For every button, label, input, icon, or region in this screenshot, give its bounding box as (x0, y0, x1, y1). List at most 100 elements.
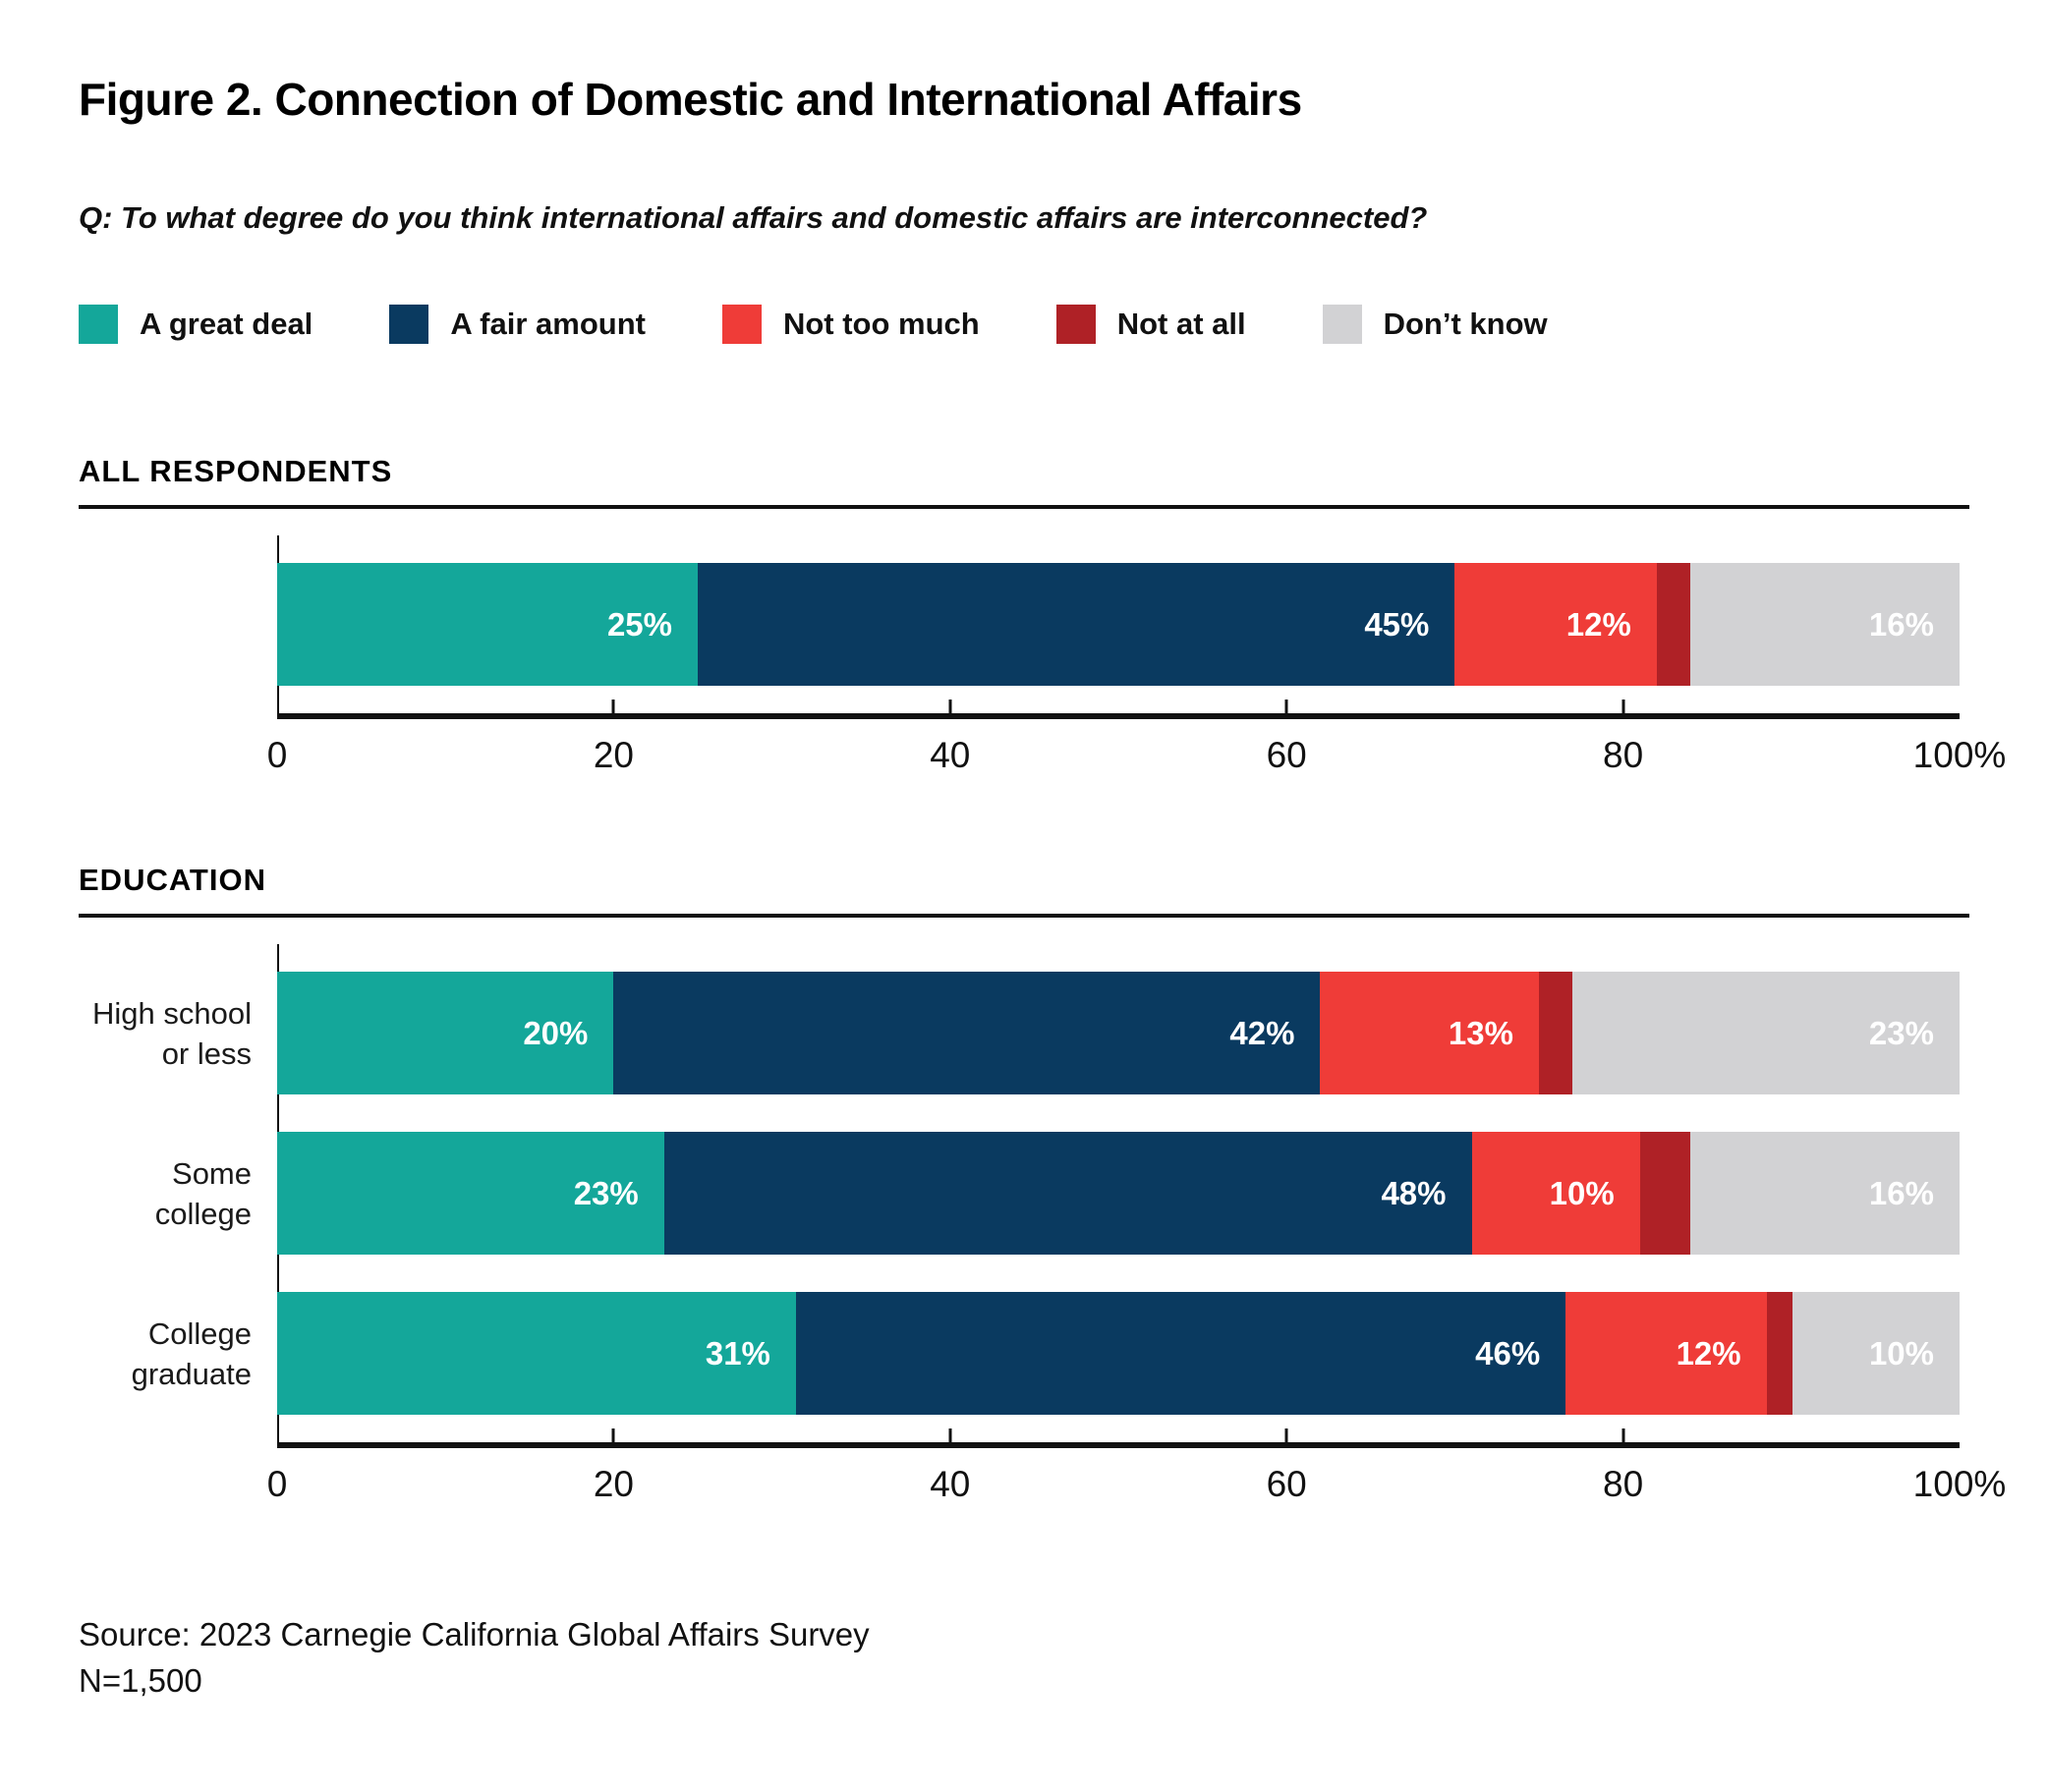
bar-segment: 20% (277, 972, 614, 1094)
sample-size-note: N=1,500 (79, 1662, 202, 1699)
x-axis-tick (948, 700, 952, 719)
bar-segment (1639, 1132, 1691, 1255)
bars-column: 25% 45% 12% 16% 0 20 40 60 80 100% (267, 535, 2006, 776)
x-axis-tick-label: 20 (593, 1464, 634, 1504)
x-axis-tick (611, 700, 615, 719)
x-axis-tick (1284, 1428, 1288, 1448)
x-axis-line (277, 1428, 1960, 1448)
charts-container: ALL RESPONDENTS 25% 45% 12% 16% 0 20 40 60 80 100%… (79, 454, 2007, 1505)
legend-swatch (721, 305, 762, 344)
legend-label: Not at all (1116, 307, 1246, 341)
legend-label: A fair amount (450, 307, 646, 341)
x-axis-tick (611, 1428, 615, 1448)
bar-value-label: 12% (1565, 605, 1631, 643)
legend-item: Not at all (1055, 305, 1246, 344)
bar-segment: 13% (1320, 972, 1539, 1094)
bar-segment (1766, 1292, 1792, 1415)
x-axis-tick-label: 100% (1912, 1464, 2007, 1504)
x-axis-tick-label: 0 (266, 735, 288, 775)
bar-row: 25% 45% 12% 16% (277, 563, 1960, 686)
category-label-line: graduate (131, 1356, 252, 1391)
chart-legend: A great deal A fair amount Not too much Not… (79, 305, 1969, 344)
source-note: Source: 2023 Carnegie California Global … (79, 1616, 870, 1652)
x-axis-tick (1621, 700, 1625, 719)
bar-value-label: 31% (705, 1334, 770, 1372)
bar-segment: 42% (613, 972, 1321, 1094)
bar-value-label: 48% (1381, 1174, 1447, 1211)
legend-swatch (1322, 305, 1362, 344)
bar-segment: 31% (277, 1292, 796, 1415)
bar-value-label: 42% (1229, 1014, 1295, 1051)
figure-title: Figure 2. Connection of Domestic and Int… (79, 74, 1302, 125)
category-label: College graduate (79, 1292, 277, 1415)
bar-segment (1656, 563, 1691, 686)
legend-item: Not too much (721, 305, 980, 344)
bar-segment: 10% (1471, 1132, 1640, 1255)
legend-label: Don’t know (1383, 307, 1548, 341)
category-label-line: High school (92, 995, 252, 1031)
bar-value-label: 16% (1868, 605, 1934, 643)
bar-segment: 23% (277, 1132, 664, 1255)
chart-section: ALL RESPONDENTS 25% 45% 12% 16% 0 20 40 60 80 100% (79, 454, 2006, 776)
x-axis-tick-label: 40 (930, 1464, 971, 1504)
bar-value-label: 25% (606, 605, 672, 643)
legend-label: A great deal (140, 307, 313, 341)
category-label: High school or less (79, 972, 277, 1094)
x-axis-tick (1284, 700, 1288, 719)
chart-section: EDUCATION High school or less Some college C… (79, 863, 2007, 1505)
x-axis-tick-label: 0 (266, 1464, 288, 1504)
category-label: Some college (79, 1132, 277, 1255)
x-axis-tick-label: 60 (1266, 1464, 1307, 1504)
bar-value-label: 13% (1448, 1014, 1513, 1051)
legend-swatch (79, 305, 118, 344)
bar-row: 23% 48% 10% 16% (277, 1132, 1960, 1255)
x-axis-tick-label: 60 (1266, 735, 1307, 775)
bar-value-label: 12% (1676, 1334, 1741, 1372)
bar-value-label: 45% (1364, 605, 1430, 643)
bar-value-label: 20% (523, 1014, 589, 1051)
legend-swatch (1055, 305, 1096, 344)
x-axis-labels: 0 20 40 60 80 100% (267, 1448, 2007, 1505)
chart-section-title: ALL RESPONDENTS (79, 454, 1969, 509)
bar-segment: 12% (1565, 1292, 1767, 1415)
bar-segment: 10% (1792, 1292, 1960, 1415)
legend-swatch (389, 305, 429, 344)
bar-value-label: 23% (1868, 1014, 1934, 1051)
category-label-line: or less (161, 1036, 252, 1071)
bar-segment: 48% (663, 1132, 1472, 1255)
bar-value-label: 16% (1868, 1174, 1934, 1211)
legend-item: Don’t know (1322, 305, 1548, 344)
bar-row: 31% 46% 12% 10% (277, 1292, 1960, 1415)
chart-section-title: EDUCATION (79, 863, 1969, 918)
category-label-line: Some college (154, 1155, 252, 1231)
category-label-line: College (147, 1316, 252, 1351)
legend-item: A fair amount (389, 305, 646, 344)
legend-label: Not too much (782, 307, 980, 341)
x-axis-tick-label: 80 (1603, 735, 1644, 775)
legend-item: A great deal (79, 305, 313, 344)
plot-area: 25% 45% 12% 16% 0 20 40 60 80 100% (79, 535, 2006, 776)
x-axis-tick (1621, 1428, 1625, 1448)
survey-question: Q: To what degree do you think internati… (79, 200, 1428, 235)
bar-value-label: 46% (1475, 1334, 1541, 1372)
bar-segment: 16% (1690, 563, 1960, 686)
x-axis-tick (948, 1428, 952, 1448)
bars-column: 20% 42% 13% 23% 23% 48% 10% 16% 31% 46% 12% 10% 0 20 4… (267, 944, 2007, 1505)
category-labels-column: High school or less Some college College gra… (79, 972, 277, 1505)
bar-value-label: 23% (573, 1174, 639, 1211)
x-axis-tick-label: 20 (593, 735, 634, 775)
bar-segment: 12% (1454, 563, 1657, 686)
bar-segment: 16% (1690, 1132, 1960, 1255)
x-axis-line (277, 700, 1960, 719)
bar-value-label: 10% (1549, 1174, 1615, 1211)
bar-segment: 45% (698, 563, 1455, 686)
bar-value-label: 10% (1868, 1334, 1934, 1372)
bar-segment: 23% (1572, 972, 1960, 1094)
bar-segment (1538, 972, 1573, 1094)
x-axis-tick-label: 100% (1912, 735, 2007, 775)
x-axis-tick-label: 80 (1603, 1464, 1644, 1504)
bar-segment: 25% (277, 563, 698, 686)
bar-row: 20% 42% 13% 23% (277, 972, 1960, 1094)
bar-segment: 46% (795, 1292, 1566, 1415)
